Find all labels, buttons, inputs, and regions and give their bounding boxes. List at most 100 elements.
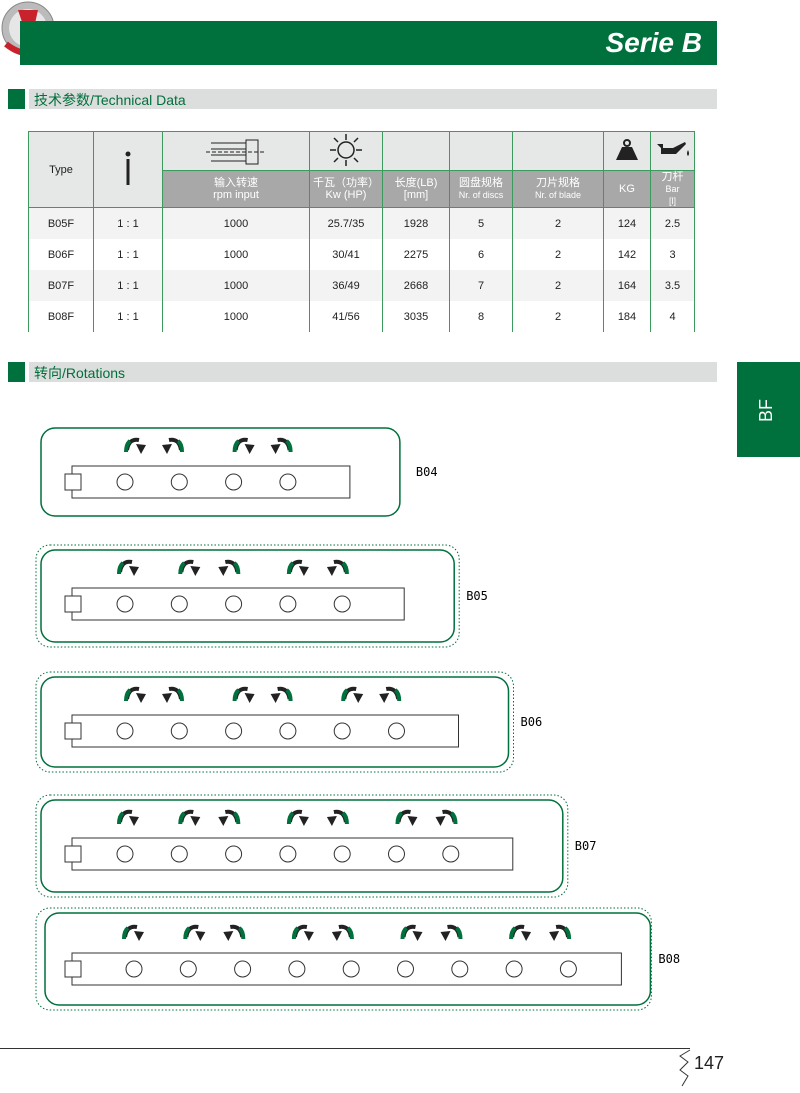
diagram-B07: B07 [35, 794, 597, 898]
clockwise-arrow-icon [183, 924, 206, 941]
disc [116, 722, 134, 740]
clockwise-arrow-icon [232, 437, 255, 454]
footer-divider [0, 1048, 690, 1049]
section-technical-data: 技术参数/Technical Data [8, 89, 717, 109]
disc [333, 845, 351, 863]
clockwise-arrow-icon [400, 924, 423, 941]
table-cell: 3 [650, 239, 695, 270]
table-cell: 4 [650, 301, 695, 332]
clockwise-arrow-icon [117, 559, 139, 576]
disc [333, 595, 351, 613]
diagram-frame [40, 676, 510, 768]
table-cell: 1 : 1 [93, 207, 163, 239]
page-number: 147 [694, 1053, 725, 1073]
table-cell: 1 : 1 [93, 301, 163, 332]
disc [116, 595, 134, 613]
table-cell: 184 [603, 301, 651, 332]
disc [170, 722, 188, 740]
dotted-frame [35, 544, 460, 648]
clockwise-arrow-icon [178, 559, 201, 576]
counterclockwise-arrow-icon [162, 437, 184, 454]
counterclockwise-arrow-icon [218, 809, 241, 826]
shaft-icon [162, 131, 310, 171]
disc [170, 845, 188, 863]
type-header: Type [28, 131, 94, 208]
disc [333, 722, 351, 740]
clockwise-arrow-icon [509, 924, 532, 941]
disc [225, 722, 243, 740]
table-cell: 142 [603, 239, 651, 270]
disc [116, 845, 134, 863]
counterclockwise-arrow-icon [218, 559, 241, 576]
diagram-frame [40, 799, 564, 893]
disc-bar [71, 465, 351, 499]
counterclockwise-arrow-icon [270, 437, 293, 454]
sun-power-icon [309, 131, 383, 171]
counterclockwise-arrow-icon [223, 924, 246, 941]
disc [179, 960, 197, 978]
table-cell: 124 [603, 207, 651, 239]
table-cell: 1000 [162, 270, 310, 301]
section-marker [8, 89, 25, 109]
section-title: 技术参数/Technical Data [34, 92, 186, 108]
diagram-B06: B06 [35, 671, 543, 773]
disc [234, 960, 252, 978]
disc [125, 960, 143, 978]
diagram-frame [40, 427, 401, 517]
col-weight-header: KG [603, 170, 651, 208]
table-cell: B07F [28, 270, 94, 301]
table-cell: 25.7/35 [309, 207, 383, 239]
table-cell: 2 [512, 301, 604, 332]
table-cell: 41/56 [309, 301, 383, 332]
diagram-B04: B04 [40, 427, 438, 517]
table-cell: 1000 [162, 301, 310, 332]
diagram-label: B06 [521, 715, 543, 729]
technical-data-table: Type 输入转速 rpm input 千瓦（功率） Kw (HP) 长度(LB)[… [28, 131, 695, 332]
disc [225, 595, 243, 613]
col-discs-header: 圆盘规格 Nr. of discs [449, 170, 513, 208]
disc [505, 960, 523, 978]
disc [397, 960, 414, 978]
clockwise-arrow-icon [124, 437, 146, 454]
rotation-diagrams: B04 B05 B06 B07 B08 [35, 427, 680, 1011]
counterclockwise-arrow-icon [162, 686, 184, 703]
motor-box [64, 845, 82, 863]
counterclockwise-arrow-icon [326, 809, 349, 826]
disc [170, 473, 188, 491]
oil-can-icon [650, 131, 695, 171]
motor-box [64, 595, 82, 613]
clockwise-arrow-icon [232, 686, 255, 703]
disc [451, 960, 469, 978]
disc [388, 845, 405, 863]
clockwise-arrow-icon [291, 924, 314, 941]
section-title: 转向/Rotations [34, 365, 126, 381]
disc [225, 473, 243, 491]
table-cell: 3.5 [650, 270, 695, 301]
table-cell: 7 [449, 270, 513, 301]
dotted-frame [35, 671, 514, 773]
table-cell: 1928 [382, 207, 450, 239]
series-title: Serie B [605, 27, 703, 58]
diagram-label: B07 [575, 839, 597, 853]
table-cell: 30/41 [309, 239, 383, 270]
col-bar-header: 刀杆 Bar [l] [650, 170, 695, 208]
motor-box [64, 473, 82, 491]
table-cell: 36/49 [309, 270, 383, 301]
table-cell: 3035 [382, 301, 450, 332]
table-row: B08F 1 : 1 1000 41/56 3035 8 2 184 4 [28, 301, 695, 332]
dotted-frame [35, 794, 569, 898]
counterclockwise-arrow-icon [440, 924, 463, 941]
disc [225, 845, 243, 863]
table-cell: B06F [28, 239, 94, 270]
disc [342, 960, 360, 978]
diagram-frame [44, 912, 652, 1006]
disc [559, 960, 577, 978]
col-power-header: 千瓦（功率） Kw (HP) [309, 170, 383, 208]
disc [279, 473, 297, 491]
disc [288, 960, 306, 978]
header-banner: Serie B [20, 21, 717, 65]
disc [116, 473, 134, 491]
table-cell: 2275 [382, 239, 450, 270]
diagram-label: B04 [416, 465, 438, 479]
motor-box [64, 722, 82, 740]
